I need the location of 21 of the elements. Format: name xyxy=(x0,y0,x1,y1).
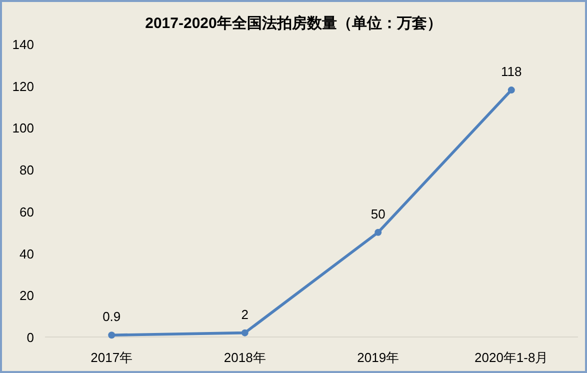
y-tick-label: 140 xyxy=(12,37,34,52)
data-label: 50 xyxy=(370,206,386,222)
y-tick-label: 0 xyxy=(26,330,34,345)
point xyxy=(374,228,382,236)
y-tick-label: 100 xyxy=(12,120,34,136)
point xyxy=(108,332,116,339)
x-tick-label: 2017年 xyxy=(90,350,133,365)
point xyxy=(241,329,248,336)
x-tick-label: 2018年 xyxy=(224,350,266,365)
y-tick-label: 40 xyxy=(20,246,34,262)
y-tick-label: 60 xyxy=(20,204,34,220)
y-tick-label: 20 xyxy=(20,288,34,304)
data-label: 118 xyxy=(501,64,522,80)
x-tick-label: 2020年1-8月 xyxy=(474,350,548,365)
data-label: 0.9 xyxy=(102,309,121,324)
data-label: 2 xyxy=(241,306,248,322)
y-tick-label: 80 xyxy=(20,162,34,178)
point xyxy=(508,86,515,94)
y-tick-label: 120 xyxy=(12,78,34,94)
chart-title: 2017-2020年全国法拍房数量（单位：万套） xyxy=(145,14,442,32)
x-tick-label: 2019年 xyxy=(357,350,400,365)
